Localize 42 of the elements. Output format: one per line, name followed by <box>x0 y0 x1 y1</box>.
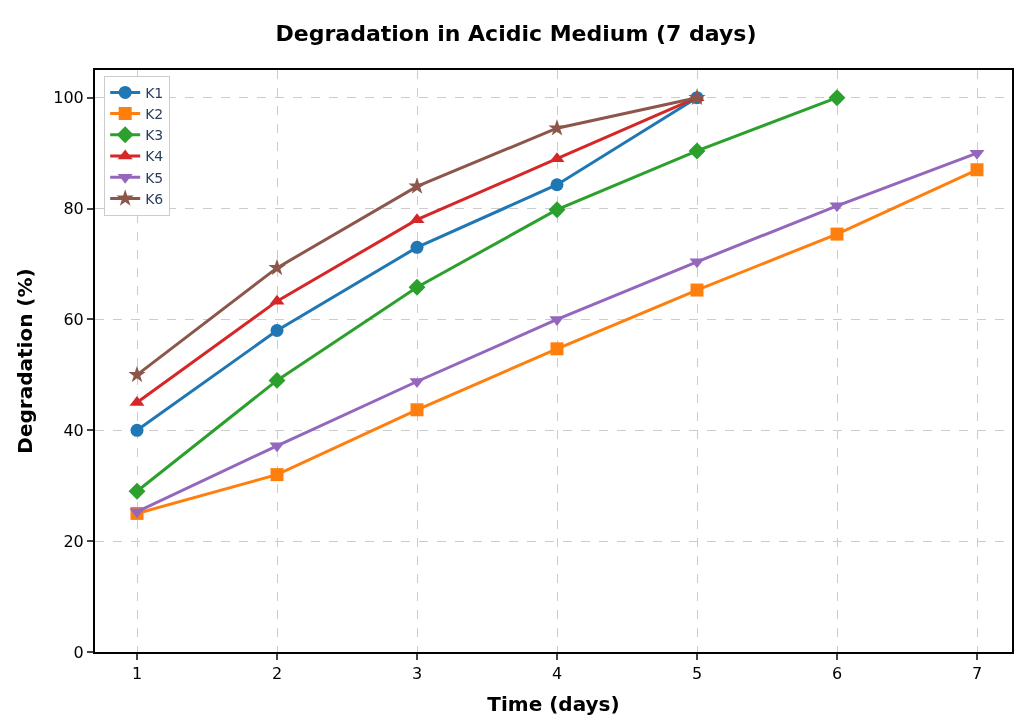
y-tick-label: 60 <box>63 310 84 330</box>
point <box>270 468 284 482</box>
x-axis-title: Time (days) <box>487 692 620 717</box>
x-tick-label: 7 <box>971 664 983 684</box>
y-tick-label: 80 <box>63 199 84 219</box>
x-tick-label: 3 <box>411 664 423 684</box>
point <box>270 324 284 337</box>
point <box>548 119 566 136</box>
point <box>688 142 706 160</box>
point <box>128 365 146 383</box>
point <box>970 163 984 177</box>
legend-label: K1 <box>145 84 164 101</box>
legend-label: K5 <box>145 169 164 186</box>
point <box>408 278 426 296</box>
y-tick-label: 40 <box>63 420 84 440</box>
point <box>690 283 704 297</box>
point <box>828 89 846 107</box>
point <box>128 482 146 500</box>
x-tick-label: 4 <box>551 664 563 684</box>
legend-label: K6 <box>145 190 164 207</box>
legend-label: K4 <box>145 148 164 165</box>
legend-label: K3 <box>145 127 164 144</box>
legend-label: K2 <box>145 106 164 123</box>
point <box>550 178 564 192</box>
y-tick-label: 0 <box>73 642 84 662</box>
point <box>830 227 844 241</box>
point <box>130 423 144 437</box>
x-tick-label: 2 <box>271 664 283 684</box>
point <box>268 371 286 389</box>
point <box>550 342 564 356</box>
x-tick-label: 1 <box>131 664 143 684</box>
y-tick-label: 100 <box>53 88 84 108</box>
point <box>410 240 424 254</box>
point <box>408 177 426 194</box>
x-tick-label: 6 <box>831 664 843 684</box>
y-axis-title: Degradation (%) <box>13 268 38 454</box>
y-tick-label: 20 <box>63 531 84 551</box>
point <box>268 258 286 276</box>
point <box>410 403 424 417</box>
point <box>548 201 566 219</box>
chart-title: Degradation in Acidic Medium (7 days) <box>275 20 757 46</box>
x-tick-label: 5 <box>691 664 703 684</box>
